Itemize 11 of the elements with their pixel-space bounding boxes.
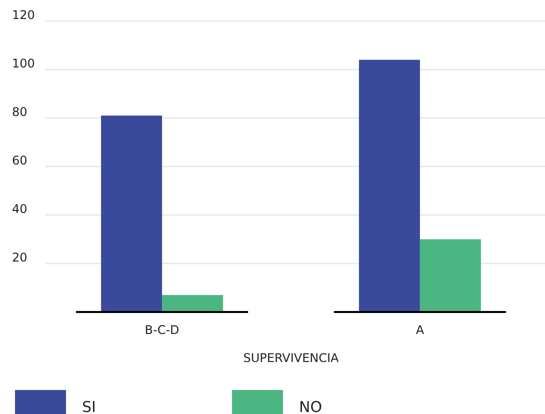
y-tick-label: 60 <box>12 154 28 168</box>
x-tick-label: B-C-D <box>144 323 180 337</box>
x-tick-label: A <box>416 323 425 337</box>
y-tick-label: 40 <box>12 202 28 216</box>
y-tick-label: 120 <box>12 8 35 22</box>
y-tick-label: 100 <box>12 56 35 70</box>
legend-label: NO <box>299 398 322 414</box>
y-tick-label: 20 <box>12 250 28 264</box>
legend-label: SI <box>82 398 96 414</box>
y-tick-label: 80 <box>12 105 28 119</box>
x-axis-title: SUPERVIVENCIA <box>243 351 340 365</box>
